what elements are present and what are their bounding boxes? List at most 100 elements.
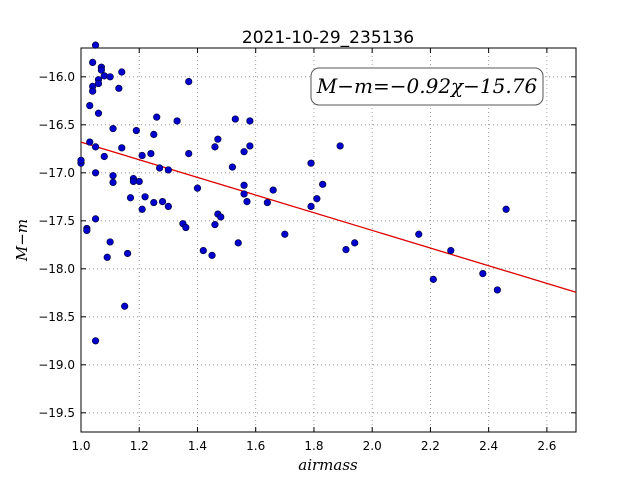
data-point	[118, 68, 126, 76]
data-point	[138, 151, 146, 160]
data-point	[313, 195, 321, 203]
data-point	[94, 109, 103, 117]
y-tick-label: −18.5	[38, 310, 75, 324]
data-point	[263, 198, 271, 207]
data-point	[91, 215, 100, 223]
x-tick-label: 2.6	[537, 439, 556, 453]
y-tick-label: −17.5	[38, 214, 75, 228]
data-point	[141, 193, 149, 201]
x-axis-label: airmass	[298, 456, 358, 474]
x-tick-label: 2.0	[363, 439, 382, 453]
y-tick-label: −19.0	[38, 358, 75, 372]
data-point	[281, 230, 289, 238]
data-point	[185, 150, 193, 158]
data-point	[123, 249, 132, 258]
data-point	[319, 180, 327, 188]
data-point	[77, 156, 85, 164]
plot-area	[80, 47, 577, 433]
data-point	[211, 221, 219, 229]
y-tick-label: −17.0	[38, 166, 75, 180]
data-point	[115, 84, 123, 92]
data-point	[243, 198, 251, 206]
data-point	[228, 163, 237, 171]
data-point	[121, 302, 129, 310]
data-point	[147, 150, 155, 158]
y-tick-label: −16.0	[38, 70, 75, 84]
data-point	[97, 66, 105, 74]
data-point	[231, 115, 239, 123]
data-point	[138, 205, 146, 213]
data-point	[106, 73, 114, 81]
data-point	[415, 230, 423, 238]
y-tick-label: −19.5	[38, 406, 75, 420]
data-point	[214, 135, 222, 143]
data-point	[109, 172, 117, 180]
annotation-box: M−m=−0.92χ−15.76	[310, 67, 544, 106]
data-point	[269, 186, 277, 194]
data-point	[336, 142, 344, 150]
data-point	[173, 117, 181, 125]
data-point	[153, 113, 161, 121]
x-tick-label: 1.8	[304, 439, 323, 453]
data-point	[132, 126, 140, 135]
x-tick-label: 2.2	[421, 439, 440, 453]
data-point	[351, 239, 359, 247]
axis-ticks: 1.0 1.2 1.4 1.6 1.8 2.0 2.2 2.4 2.6 −16.0 −16.5 −17…	[38, 48, 576, 453]
chart-title: 2021-10-29_235136	[242, 28, 414, 48]
data-point	[126, 194, 135, 202]
data-point	[307, 202, 315, 210]
y-tick-label: −18.0	[38, 262, 75, 276]
data-point	[100, 72, 108, 80]
x-tick-label: 1.6	[246, 439, 265, 453]
data-point	[182, 223, 190, 232]
data-point	[94, 79, 103, 88]
data-point	[211, 143, 219, 151]
data-point	[103, 253, 111, 261]
data-point	[240, 148, 248, 156]
data-point	[135, 177, 143, 186]
fit-equation: M−m=−0.92χ−15.76	[316, 74, 538, 98]
data-point	[91, 41, 100, 49]
data-point	[86, 101, 94, 110]
data-point	[429, 275, 437, 283]
data-point	[158, 198, 167, 206]
data-point	[447, 246, 455, 255]
x-tick-label: 1.0	[71, 439, 90, 453]
data-point	[109, 178, 117, 186]
data-points	[77, 41, 510, 345]
fit-line	[80, 141, 577, 293]
data-point	[89, 87, 97, 95]
data-point	[164, 166, 172, 174]
data-point	[118, 144, 126, 152]
data-point	[91, 337, 100, 345]
x-tick-label: 1.2	[130, 439, 149, 453]
data-point	[307, 159, 315, 167]
data-point	[240, 190, 248, 198]
data-point	[86, 138, 94, 146]
x-tick-label: 1.4	[188, 439, 207, 453]
data-point	[342, 246, 350, 254]
data-point	[479, 270, 487, 278]
fit-line-group	[80, 141, 577, 293]
data-point	[164, 202, 172, 210]
data-point	[106, 238, 114, 246]
data-point	[502, 205, 510, 213]
data-point	[246, 142, 254, 150]
x-tick-label: 2.4	[479, 439, 498, 453]
data-point	[83, 226, 91, 234]
data-point	[100, 152, 108, 161]
y-tick-label: −16.5	[38, 118, 75, 132]
data-point	[199, 246, 207, 255]
data-point	[89, 58, 97, 67]
data-point	[246, 117, 254, 125]
y-axis-label: M−m	[13, 219, 31, 262]
data-point	[217, 213, 225, 221]
data-point	[493, 286, 501, 294]
data-point	[150, 130, 158, 138]
annotation-frame	[310, 67, 544, 106]
data-point	[193, 184, 202, 192]
data-point	[185, 77, 193, 86]
data-point	[240, 181, 248, 189]
data-point	[91, 169, 100, 177]
